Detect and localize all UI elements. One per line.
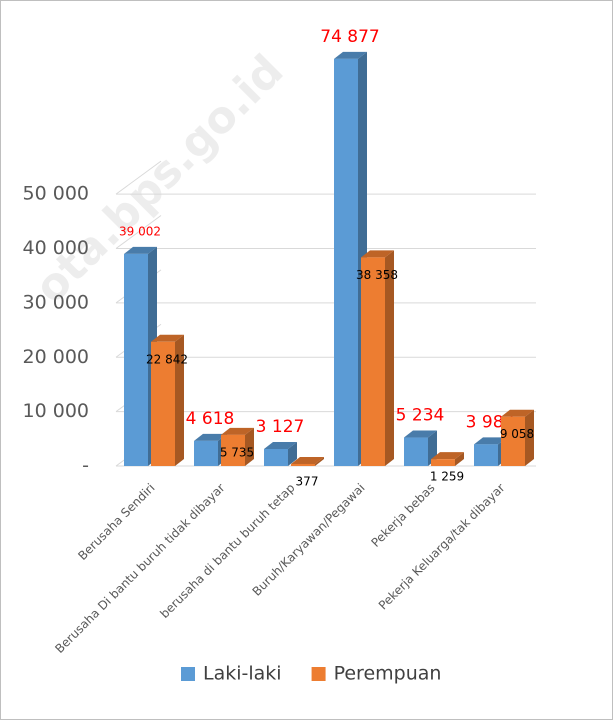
x-tick-label: Buruh/Karyawan/Pegawai [250, 481, 368, 599]
x-tick-label: berusaha di bantu buruh tetap [157, 481, 297, 621]
bar [151, 341, 175, 466]
bar-side [525, 409, 534, 466]
bar-side [315, 456, 324, 466]
bar-top [151, 334, 184, 342]
bar-top [194, 433, 227, 441]
legend-label: Laki-laki [203, 663, 282, 685]
value-label: 3 127 [256, 417, 305, 437]
bar [361, 257, 385, 466]
y-tick-label: - [82, 455, 89, 477]
value-label: 5 735 [220, 445, 254, 459]
bar [124, 253, 148, 466]
bar-top [221, 427, 254, 435]
grid-line-depth [115, 215, 162, 249]
bar-side [455, 452, 464, 466]
value-label: 38 358 [356, 268, 398, 282]
x-tick-label: Pekerja bebas [368, 481, 437, 550]
bar [291, 463, 315, 466]
legend-swatch [181, 667, 195, 681]
bar-side [175, 334, 184, 466]
bar [431, 459, 455, 466]
value-label: 22 842 [146, 352, 188, 366]
value-label: 1 259 [430, 470, 464, 484]
y-tick-label: 20 000 [23, 346, 89, 368]
bar [194, 440, 218, 466]
value-label: 5 234 [396, 406, 445, 426]
bar-top [291, 456, 324, 464]
y-tick-label: 50 000 [23, 183, 89, 205]
bar-top [501, 409, 534, 417]
legend-label: Perempuan [334, 663, 442, 685]
bar-side [288, 441, 297, 466]
bar-top [474, 437, 507, 445]
bar [264, 448, 288, 466]
grid-line-depth [115, 160, 162, 195]
legend-swatch [311, 667, 326, 681]
bar-top [361, 250, 394, 258]
bar [334, 58, 358, 466]
bar-top [334, 51, 367, 59]
value-label: 9 058 [500, 427, 534, 441]
bar [501, 416, 525, 466]
bar-side [385, 250, 394, 466]
x-tick-label: Pekerja Keluarga/tak dibayar [376, 481, 508, 613]
y-tick-label: 30 000 [23, 291, 89, 313]
value-label: 39 002 [119, 224, 161, 238]
value-label: 377 [296, 474, 319, 488]
y-tick-label: 10 000 [23, 400, 89, 422]
bar-side [245, 427, 254, 466]
bar [221, 434, 245, 466]
bar [474, 444, 498, 466]
bar-top [124, 246, 157, 254]
x-tick-label: Berusaha Sendiri [75, 481, 157, 563]
bar-top [431, 452, 464, 460]
y-tick-label: 40 000 [23, 237, 89, 259]
bar-top [404, 430, 437, 438]
bar [404, 437, 428, 466]
value-label: 74 877 [320, 27, 379, 47]
watermark: ota.bps.go.id [25, 45, 293, 313]
bar-top [264, 441, 297, 449]
value-label: 4 618 [186, 409, 235, 429]
